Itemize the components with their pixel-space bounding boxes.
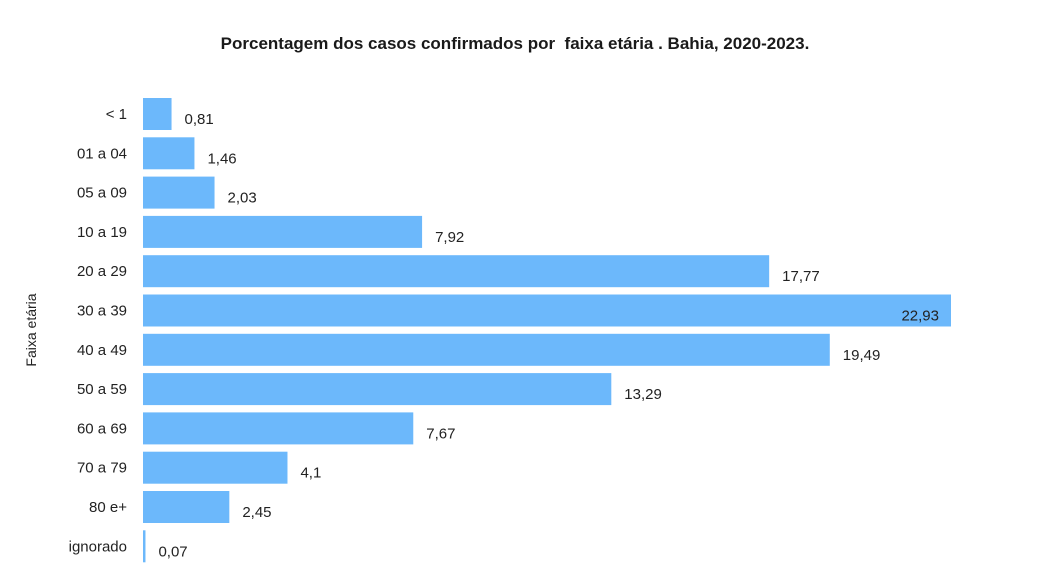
bar xyxy=(143,215,423,248)
bar xyxy=(143,294,951,327)
y-axis-title: Faixa etária xyxy=(23,293,39,366)
value-label: 2,03 xyxy=(228,190,257,207)
value-label: 22,93 xyxy=(901,308,939,325)
category-label: 50 a 59 xyxy=(77,381,127,398)
category-label: 10 a 19 xyxy=(77,224,127,241)
category-label: < 1 xyxy=(106,106,127,123)
bar xyxy=(143,373,612,406)
category-label: ignorado xyxy=(69,538,127,555)
value-label: 19,49 xyxy=(843,347,881,364)
bar xyxy=(143,412,414,445)
value-label: 7,92 xyxy=(435,229,464,246)
value-label: 0,07 xyxy=(158,543,187,560)
value-label: 17,77 xyxy=(782,268,820,285)
category-label: 20 a 29 xyxy=(77,263,127,280)
category-label: 80 e+ xyxy=(89,499,127,516)
category-label: 30 a 39 xyxy=(77,303,127,320)
bar xyxy=(143,451,288,484)
value-label: 13,29 xyxy=(624,386,662,403)
category-label: 70 a 79 xyxy=(77,460,127,477)
bar xyxy=(143,530,146,563)
chart-title: Porcentagem dos casos confirmados por fa… xyxy=(220,34,810,53)
category-label: 60 a 69 xyxy=(77,420,127,437)
bar xyxy=(143,491,230,523)
category-label: 40 a 49 xyxy=(77,342,127,359)
bar xyxy=(143,176,215,209)
bar xyxy=(143,137,195,170)
value-label: 7,67 xyxy=(426,425,455,442)
bar xyxy=(143,98,172,130)
value-label: 1,46 xyxy=(207,150,236,167)
category-label: 01 a 04 xyxy=(77,145,127,162)
value-label: 2,45 xyxy=(242,504,271,521)
value-label: 4,1 xyxy=(300,465,321,482)
bar xyxy=(143,333,830,366)
bar xyxy=(143,255,770,288)
category-label: 05 a 09 xyxy=(77,185,127,202)
value-label: 0,81 xyxy=(185,111,214,128)
